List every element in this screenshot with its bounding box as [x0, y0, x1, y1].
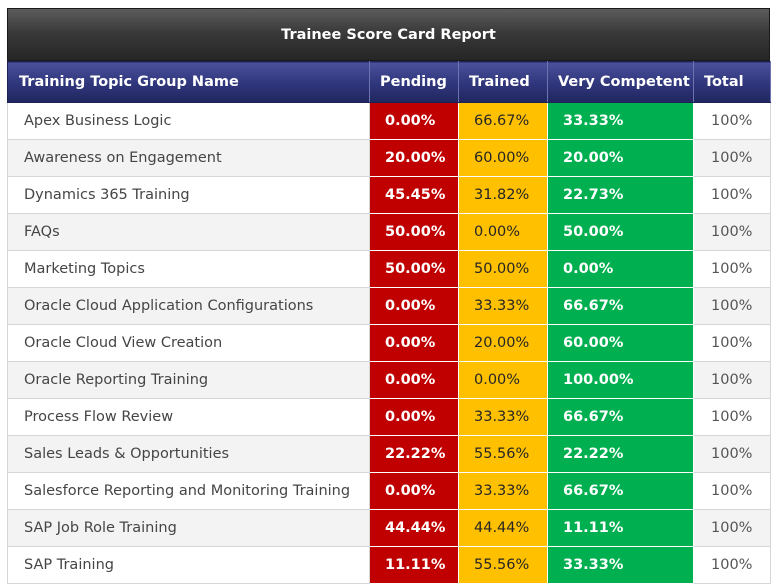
topic-cell: Awareness on Engagement	[7, 139, 370, 177]
table-body: Apex Business Logic 0.00% 66.67% 33.33% 100%…	[7, 102, 771, 584]
very-competent-cell: 22.22%	[547, 435, 694, 473]
pending-cell: 50.00%	[369, 250, 459, 288]
table-row[interactable]: Oracle Cloud Application Configurations 0…	[7, 287, 771, 325]
table-row[interactable]: Apex Business Logic 0.00% 66.67% 33.33% 100%	[7, 102, 771, 140]
total-cell: 100%	[693, 102, 771, 140]
trained-cell: 20.00%	[458, 324, 548, 362]
trained-cell: 31.82%	[458, 176, 548, 214]
report-title: Trainee Score Card Report	[7, 8, 770, 61]
total-cell: 100%	[693, 213, 771, 251]
pending-cell: 50.00%	[369, 213, 459, 251]
pending-cell: 11.11%	[369, 546, 459, 584]
very-competent-cell: 33.33%	[547, 546, 694, 584]
total-cell: 100%	[693, 509, 771, 547]
pending-cell: 44.44%	[369, 509, 459, 547]
trained-cell: 55.56%	[458, 435, 548, 473]
topic-cell: Oracle Cloud Application Configurations	[7, 287, 370, 325]
total-cell: 100%	[693, 398, 771, 436]
topic-cell: SAP Job Role Training	[7, 509, 370, 547]
pending-cell: 0.00%	[369, 472, 459, 510]
score-card-table: Training Topic Group Name Pending Traine…	[7, 61, 771, 584]
very-competent-cell: 60.00%	[547, 324, 694, 362]
trained-cell: 0.00%	[458, 361, 548, 399]
topic-cell: Salesforce Reporting and Monitoring Trai…	[7, 472, 370, 510]
table-row[interactable]: Salesforce Reporting and Monitoring Trai…	[7, 472, 771, 510]
pending-cell: 45.45%	[369, 176, 459, 214]
very-competent-cell: 66.67%	[547, 472, 694, 510]
column-header-trained[interactable]: Trained	[458, 61, 548, 103]
table-row[interactable]: Oracle Reporting Training 0.00% 0.00% 100.0…	[7, 361, 771, 399]
trained-cell: 66.67%	[458, 102, 548, 140]
table-header-row: Training Topic Group Name Pending Traine…	[7, 61, 771, 103]
total-cell: 100%	[693, 139, 771, 177]
pending-cell: 20.00%	[369, 139, 459, 177]
very-competent-cell: 22.73%	[547, 176, 694, 214]
table-row[interactable]: Oracle Cloud View Creation 0.00% 20.00% 60.…	[7, 324, 771, 362]
topic-cell: Process Flow Review	[7, 398, 370, 436]
pending-cell: 22.22%	[369, 435, 459, 473]
table-row[interactable]: SAP Training 11.11% 55.56% 33.33% 100%	[7, 546, 771, 584]
column-header-pending[interactable]: Pending	[369, 61, 459, 103]
table-row[interactable]: Dynamics 365 Training 45.45% 31.82% 22.73% 1…	[7, 176, 771, 214]
topic-cell: Oracle Cloud View Creation	[7, 324, 370, 362]
topic-cell: Oracle Reporting Training	[7, 361, 370, 399]
table-row[interactable]: Process Flow Review 0.00% 33.33% 66.67% 100%	[7, 398, 771, 436]
pending-cell: 0.00%	[369, 102, 459, 140]
topic-cell: Apex Business Logic	[7, 102, 370, 140]
very-competent-cell: 66.67%	[547, 287, 694, 325]
pending-cell: 0.00%	[369, 361, 459, 399]
table-row[interactable]: Awareness on Engagement 20.00% 60.00% 20.00…	[7, 139, 771, 177]
topic-cell: SAP Training	[7, 546, 370, 584]
trained-cell: 55.56%	[458, 546, 548, 584]
pending-cell: 0.00%	[369, 398, 459, 436]
trained-cell: 44.44%	[458, 509, 548, 547]
trained-cell: 0.00%	[458, 213, 548, 251]
very-competent-cell: 100.00%	[547, 361, 694, 399]
table-row[interactable]: Marketing Topics 50.00% 50.00% 0.00% 100%	[7, 250, 771, 288]
score-card-report: Trainee Score Card Report Training Topic…	[7, 8, 771, 584]
pending-cell: 0.00%	[369, 287, 459, 325]
table-row[interactable]: Sales Leads & Opportunities 22.22% 55.56% 2…	[7, 435, 771, 473]
total-cell: 100%	[693, 176, 771, 214]
topic-cell: Dynamics 365 Training	[7, 176, 370, 214]
total-cell: 100%	[693, 287, 771, 325]
table-row[interactable]: SAP Job Role Training 44.44% 44.44% 11.11% 1…	[7, 509, 771, 547]
total-cell: 100%	[693, 250, 771, 288]
very-competent-cell: 0.00%	[547, 250, 694, 288]
total-cell: 100%	[693, 435, 771, 473]
trained-cell: 33.33%	[458, 472, 548, 510]
pending-cell: 0.00%	[369, 324, 459, 362]
very-competent-cell: 11.11%	[547, 509, 694, 547]
very-competent-cell: 20.00%	[547, 139, 694, 177]
total-cell: 100%	[693, 324, 771, 362]
total-cell: 100%	[693, 546, 771, 584]
very-competent-cell: 66.67%	[547, 398, 694, 436]
total-cell: 100%	[693, 361, 771, 399]
topic-cell: Marketing Topics	[7, 250, 370, 288]
column-header-very-competent[interactable]: Very Competent	[547, 61, 694, 103]
very-competent-cell: 50.00%	[547, 213, 694, 251]
table-row[interactable]: FAQs 50.00% 0.00% 50.00% 100%	[7, 213, 771, 251]
column-header-topic[interactable]: Training Topic Group Name	[7, 61, 370, 103]
topic-cell: Sales Leads & Opportunities	[7, 435, 370, 473]
topic-cell: FAQs	[7, 213, 370, 251]
trained-cell: 33.33%	[458, 287, 548, 325]
trained-cell: 33.33%	[458, 398, 548, 436]
very-competent-cell: 33.33%	[547, 102, 694, 140]
trained-cell: 60.00%	[458, 139, 548, 177]
trained-cell: 50.00%	[458, 250, 548, 288]
column-header-total[interactable]: Total	[693, 61, 771, 103]
total-cell: 100%	[693, 472, 771, 510]
